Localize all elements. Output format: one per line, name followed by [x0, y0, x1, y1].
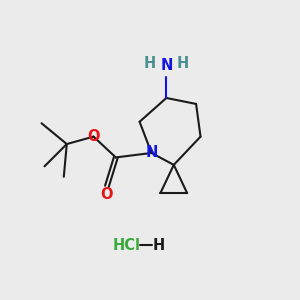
Text: N: N [160, 58, 172, 73]
Text: O: O [87, 129, 100, 144]
Text: N: N [145, 146, 158, 160]
Text: HCl: HCl [112, 238, 140, 253]
Text: H: H [144, 56, 156, 71]
Text: O: O [101, 187, 113, 202]
Text: H: H [177, 56, 189, 71]
Text: H: H [153, 238, 165, 253]
